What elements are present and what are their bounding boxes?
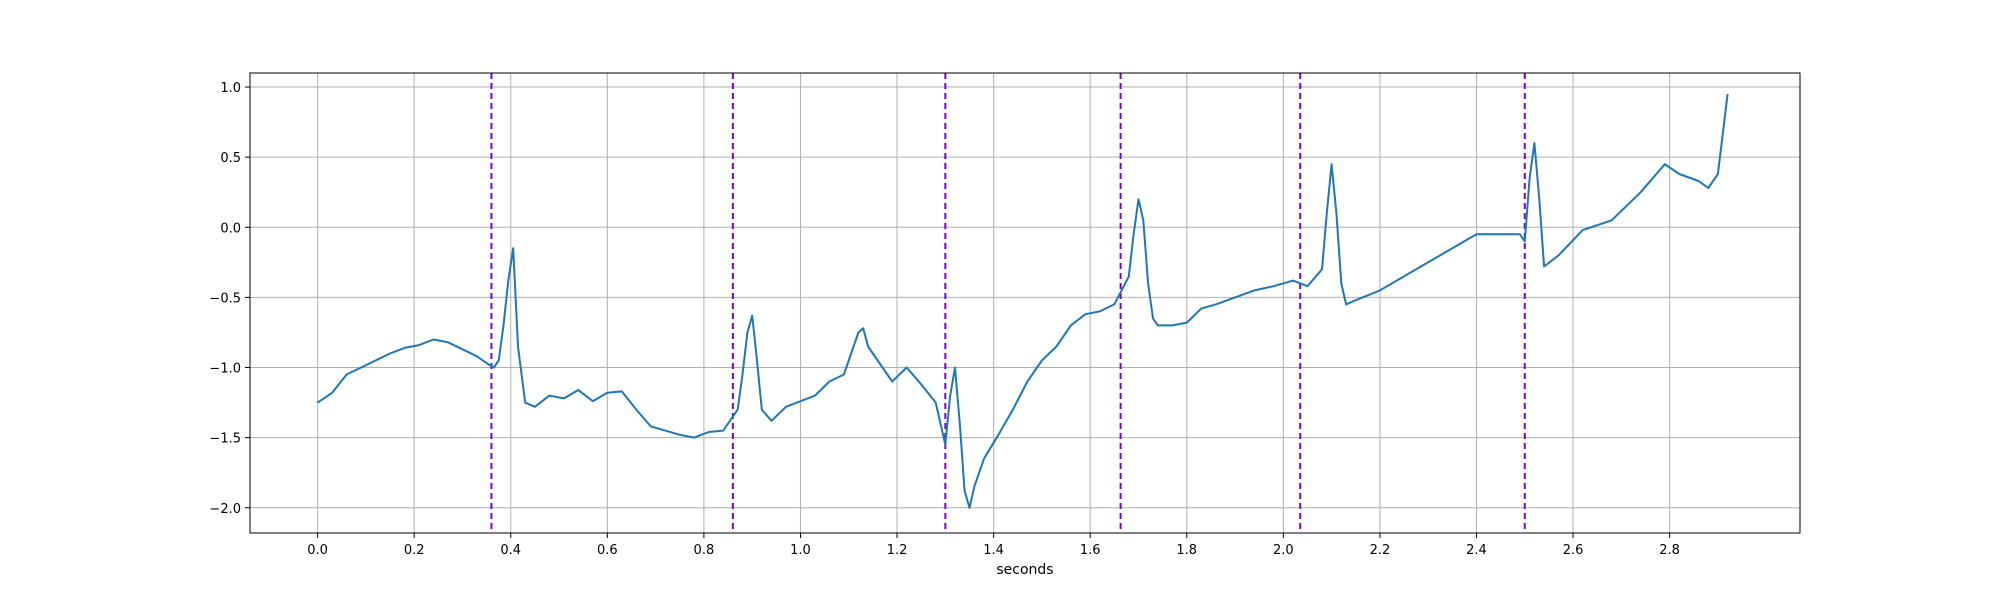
y-tick-label: −1.5 — [209, 432, 241, 447]
y-tick-label: −0.5 — [209, 291, 241, 306]
x-tick-label: 2.0 — [1273, 543, 1294, 558]
series-layer — [317, 93, 1729, 509]
x-tick-label: 2.8 — [1659, 543, 1680, 558]
y-tick-label: −2.0 — [209, 502, 241, 517]
x-tick-label: 1.4 — [983, 543, 1004, 558]
x-tick-label: 1.0 — [790, 543, 811, 558]
x-tick-label: 0.0 — [307, 543, 328, 558]
x-tick-label: 2.2 — [1370, 543, 1391, 558]
axes: 0.0 0.2 0.4 0.6 0.8 1.0 1.2 1.4 1.6 1.8 2.0 2.2 2.4 2… — [209, 72, 1801, 558]
y-tick-label: 1.0 — [220, 81, 241, 96]
x-tick-label: 0.4 — [500, 543, 521, 558]
x-tick-label: 2.6 — [1563, 543, 1584, 558]
signal-series-line — [317, 93, 1729, 509]
x-tick-label: 1.8 — [1176, 543, 1197, 558]
y-tick-label: 0.0 — [220, 221, 241, 236]
x-axis-label: seconds — [996, 562, 1053, 578]
x-tick-label: 1.6 — [1080, 543, 1101, 558]
grid — [250, 73, 1800, 533]
vertical-markers — [490, 73, 1526, 533]
x-tick-label: 0.2 — [404, 543, 425, 558]
y-tick-label: −1.0 — [209, 362, 241, 377]
y-tick-label: 0.5 — [220, 151, 241, 166]
x-tick-label: 2.4 — [1466, 543, 1487, 558]
x-tick-label: 1.2 — [887, 543, 908, 558]
x-tick-label: 0.8 — [694, 543, 715, 558]
x-tick-label: 0.6 — [597, 543, 618, 558]
plot-frame — [249, 72, 1801, 534]
